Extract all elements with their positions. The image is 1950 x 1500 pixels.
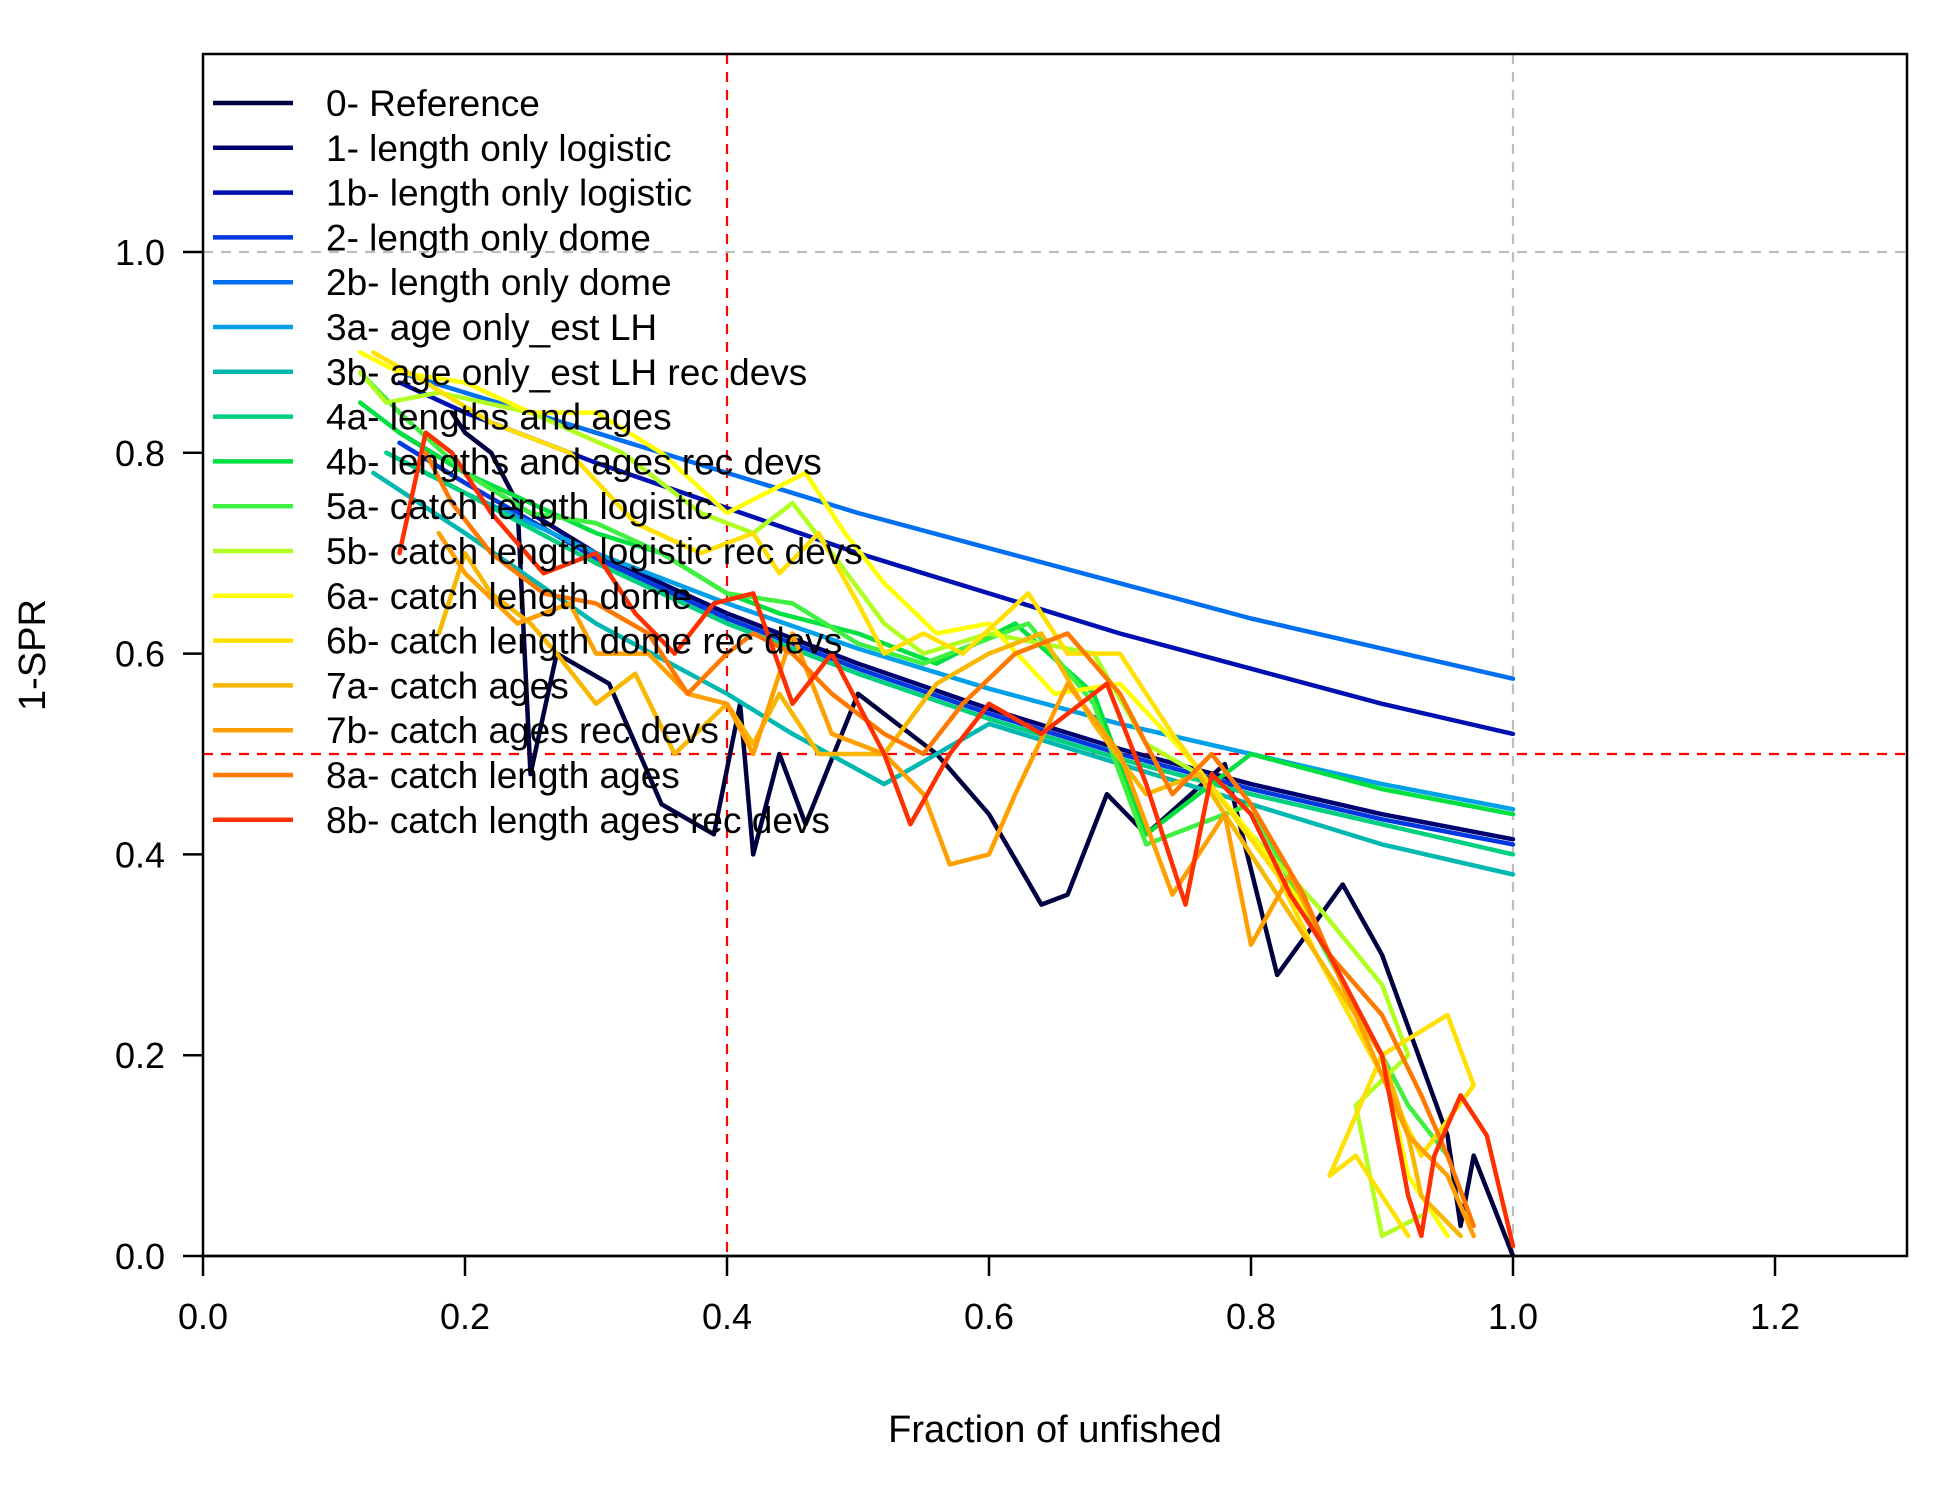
legend-label-13: 7a- catch ages [326,665,569,706]
legend-label-6: 3b- age only_est LH rec devs [326,352,807,393]
y-axis: 0.0 0.2 0.4 0.6 0.8 1.0 [115,232,203,1277]
series-line-3 [397,440,1516,847]
series-lines [357,350,1516,1256]
series-line-0 [449,410,1516,1256]
legend-label-7: 4a- lengths and ages [326,397,672,438]
legend-label-8: 4b- lengths and ages rec devs [326,441,822,482]
x-axis-title: Fraction of unfished [888,1409,1222,1451]
legend-label-2: 1b- length only logistic [326,173,692,214]
legend-label-0: 0- Reference [326,83,540,124]
y-tick-label-4: 0.8 [115,433,165,474]
series-line-12 [371,350,1476,1239]
series-line-8 [357,400,1516,837]
legend-label-5: 3a- age only_est LH [326,307,657,348]
legend-label-9: 5a- catch length logistic [326,486,713,527]
legend-label-16: 8b- catch length ages rec devs [326,800,830,841]
series-line-7 [384,450,1516,857]
series-line-5 [384,450,1516,812]
series-line-16 [397,430,1516,1249]
legend-label-14: 7b- catch ages rec devs [326,710,719,751]
legend-label-12: 6b- catch length dome rec devs [326,621,842,662]
y-tick-label-5: 1.0 [115,232,165,273]
legend-label-4: 2b- length only dome [326,262,672,303]
legend-label-11: 6a- catch length dome [326,576,692,617]
x-axis: 0.0 0.2 0.4 0.6 0.8 1.0 1.2 [178,1254,1800,1337]
legend-label-10: 5b- catch length logistic rec devs [326,531,863,572]
y-tick-label-1: 0.2 [115,1035,165,1076]
x-tick-label-6: 1.2 [1750,1296,1800,1337]
x-tick-label-2: 0.4 [702,1296,752,1337]
x-tick-label-0: 0.0 [178,1296,228,1337]
y-tick-label-2: 0.4 [115,834,165,875]
x-tick-label-5: 1.0 [1488,1296,1538,1337]
series-line-13 [436,550,1463,1239]
x-tick-label-3: 0.6 [964,1296,1014,1337]
legend-label-3: 2- length only dome [326,217,651,258]
y-axis-title: 1-SPR [12,599,54,711]
y-tick-label-0: 0.0 [115,1236,165,1277]
legend-label-15: 8a- catch length ages [326,755,680,796]
y-tick-label-3: 0.6 [115,634,165,675]
x-tick-label-1: 0.2 [440,1296,490,1337]
x-tick-label-4: 0.8 [1226,1296,1276,1337]
series-line-10 [357,370,1424,1239]
legend-label-1: 1- length only logistic [326,128,672,169]
